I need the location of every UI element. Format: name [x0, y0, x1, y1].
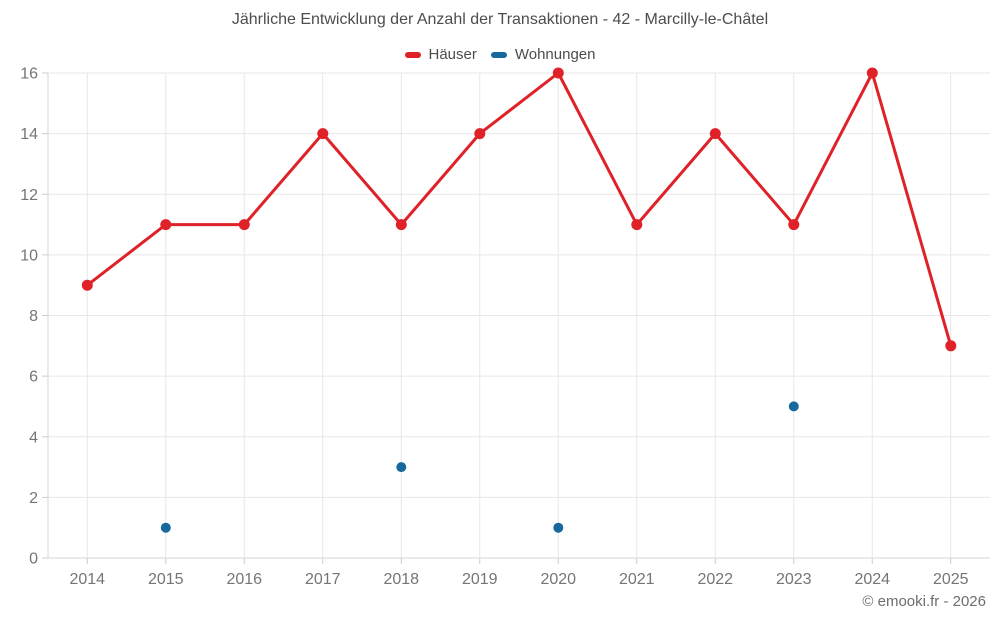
svg-text:2: 2	[29, 490, 38, 507]
legend-item-haeuser[interactable]: Häuser	[404, 46, 477, 63]
legend-label-haeuser: Häuser	[428, 46, 477, 63]
svg-text:8: 8	[29, 308, 38, 325]
legend: Häuser Wohnungen	[0, 46, 1000, 63]
svg-text:14: 14	[20, 126, 38, 143]
legend-swatch-haeuser-icon	[404, 51, 421, 58]
svg-text:2017: 2017	[305, 571, 341, 588]
svg-text:0: 0	[29, 551, 38, 568]
svg-text:4: 4	[29, 429, 38, 446]
svg-text:2020: 2020	[540, 571, 576, 588]
svg-text:6: 6	[29, 369, 38, 386]
svg-text:2019: 2019	[462, 571, 498, 588]
legend-swatch-wohnungen-icon	[490, 51, 507, 58]
svg-text:16: 16	[20, 66, 38, 83]
svg-text:10: 10	[20, 247, 38, 264]
svg-text:2016: 2016	[226, 571, 262, 588]
svg-text:2014: 2014	[69, 571, 105, 588]
chart-title: Jährliche Entwicklung der Anzahl der Tra…	[231, 11, 769, 28]
svg-text:2022: 2022	[697, 571, 733, 588]
svg-text:2024: 2024	[854, 571, 890, 588]
svg-text:2025: 2025	[933, 571, 969, 588]
svg-text:2015: 2015	[148, 571, 184, 588]
legend-label-wohnungen: Wohnungen	[514, 46, 596, 63]
legend-item-wohnungen[interactable]: Wohnungen	[490, 46, 596, 63]
svg-text:12: 12	[20, 187, 38, 204]
copyright-text: © emooki.fr - 2026	[862, 593, 986, 610]
svg-text:2018: 2018	[383, 571, 419, 588]
svg-text:2023: 2023	[776, 571, 812, 588]
svg-text:2021: 2021	[619, 571, 655, 588]
